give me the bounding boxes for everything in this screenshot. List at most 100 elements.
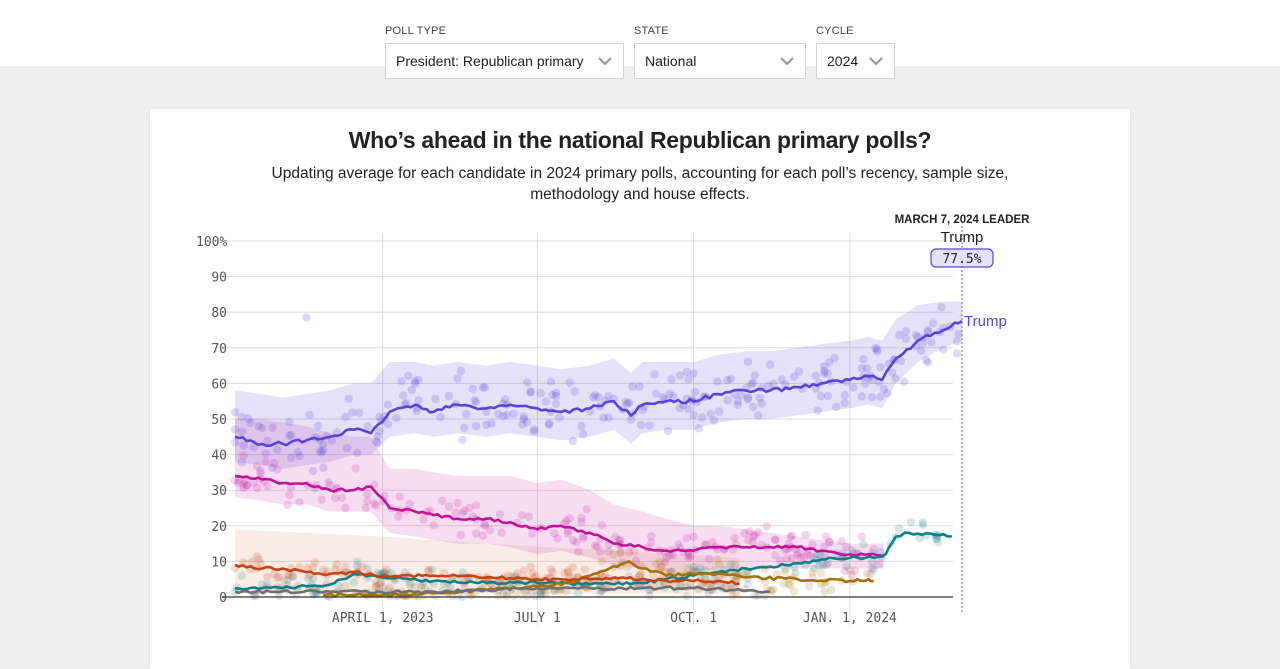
desantis-poll-dot [234, 476, 243, 485]
pence-poll-dot [308, 563, 318, 572]
trump-poll-dot [813, 406, 822, 415]
other-poll-dot [754, 591, 763, 601]
ramaswamy-poll-dot [655, 557, 664, 567]
cycle-select[interactable]: 2024 [816, 43, 895, 79]
desantis-poll-dot [582, 505, 591, 514]
trump-poll-dot [624, 398, 634, 407]
trump-poll-dot [765, 360, 775, 369]
y-tick-label: 30 [211, 484, 227, 499]
trump-poll-dot [901, 334, 911, 343]
desantis-poll-dot [230, 476, 240, 485]
trump-poll-dot [392, 413, 401, 423]
desantis-poll-dot [748, 532, 758, 541]
other-poll-dot [251, 591, 260, 601]
trump-poll-dot [757, 399, 766, 408]
desantis-poll-dot [821, 532, 831, 541]
desantis-poll-dot [568, 536, 578, 545]
trump-poll-dot [794, 367, 804, 376]
state-select[interactable]: National [634, 43, 806, 79]
trump-poll-dot [754, 411, 763, 420]
poll-type-select[interactable]: President: Republican primary [385, 43, 624, 79]
desantis-poll-dot [867, 563, 877, 573]
haley-poll-dot [791, 568, 800, 577]
ramaswamy-poll-dot [371, 582, 381, 592]
trump-poll-dot [590, 391, 600, 400]
trump-poll-dot [665, 389, 674, 399]
desantis-poll-dot [553, 534, 562, 543]
desantis-poll-dot [866, 569, 875, 579]
trump-poll-dot [551, 391, 561, 401]
desantis-poll-dot [325, 481, 335, 490]
y-tick-label: 60 [211, 377, 227, 392]
trump-poll-dot [444, 391, 454, 401]
haley-poll-dot [288, 572, 297, 581]
desantis-poll-dot [429, 521, 438, 530]
trump-poll-dot [487, 419, 496, 428]
desantis-poll-dot [820, 550, 829, 560]
trump-poll-dot [883, 389, 892, 398]
trump-poll-dot [636, 420, 646, 430]
ramaswamy-poll-dot [417, 583, 426, 593]
haley-poll-dot [918, 518, 928, 527]
pence-poll-dot [512, 569, 522, 578]
ramaswamy-poll-dot [786, 580, 795, 590]
ramaswamy-poll-dot [845, 566, 855, 575]
desantis-poll-dot [794, 548, 804, 557]
pence-poll-dot [546, 565, 556, 574]
desantis-poll-dot [686, 552, 695, 561]
trump-poll-dot [353, 448, 362, 458]
trump-poll-dot [820, 369, 829, 378]
desantis-poll-dot [563, 529, 573, 538]
haley-poll-dot [349, 578, 359, 587]
trump-poll-dot [546, 377, 556, 386]
desantis-poll-dot [682, 533, 691, 543]
haley-poll-dot [918, 520, 928, 530]
haley-poll-dot [573, 589, 583, 598]
ramaswamy-poll-dot [494, 591, 503, 601]
trump-poll-dot [747, 379, 756, 389]
trump-poll-dot [541, 397, 550, 406]
desantis-poll-dot [239, 483, 248, 493]
y-tick-label: 20 [211, 520, 227, 535]
pence-poll-dot [252, 552, 262, 561]
trump-poll-dot [891, 374, 900, 383]
trump-poll-dot [658, 393, 668, 402]
trump-poll-dot [923, 325, 933, 335]
desantis-poll-dot [361, 503, 370, 513]
other-poll-dot [417, 580, 426, 590]
haley-poll-dot [859, 539, 868, 549]
trump-poll-dot [399, 391, 408, 400]
trump-poll-dot [743, 395, 753, 404]
trump-poll-dot [709, 416, 719, 425]
desantis-poll-dot [803, 550, 812, 559]
trump-poll-dot [555, 413, 564, 422]
desantis-poll-dot [495, 510, 505, 519]
desantis-poll-dot [821, 560, 831, 569]
trump-poll-dot [286, 430, 296, 440]
desantis-poll-dot [472, 529, 481, 538]
desantis-poll-dot [847, 570, 856, 580]
desantis-poll-dot [252, 461, 262, 471]
trump-poll-dot [286, 453, 296, 463]
trump-poll-dot [526, 388, 535, 397]
desantis-poll-dot [261, 457, 270, 466]
desantis-poll-dot [419, 515, 428, 524]
ramaswamy-poll-dot [516, 588, 525, 598]
state-filter: STATE National [634, 24, 806, 79]
haley-poll-dot [353, 561, 362, 571]
trump-poll-dot [268, 423, 277, 432]
trump-poll-dot [927, 338, 936, 347]
trump-poll-dot [529, 425, 539, 434]
trump-poll-dot [268, 463, 277, 472]
poll-type-value: President: Republican primary [396, 53, 584, 69]
trump-poll-dot [750, 371, 759, 380]
ramaswamy-poll-dot [804, 582, 814, 591]
trump-poll-dot [862, 364, 872, 373]
trump-poll-dot [375, 427, 384, 436]
poll-type-filter: POLL TYPE President: Republican primary [385, 24, 624, 79]
other-poll-dot [523, 591, 532, 601]
trump-poll-dot [937, 302, 946, 312]
desantis-poll-dot [324, 477, 333, 487]
pence-poll-dot [563, 568, 573, 577]
haley-poll-dot [283, 576, 292, 585]
